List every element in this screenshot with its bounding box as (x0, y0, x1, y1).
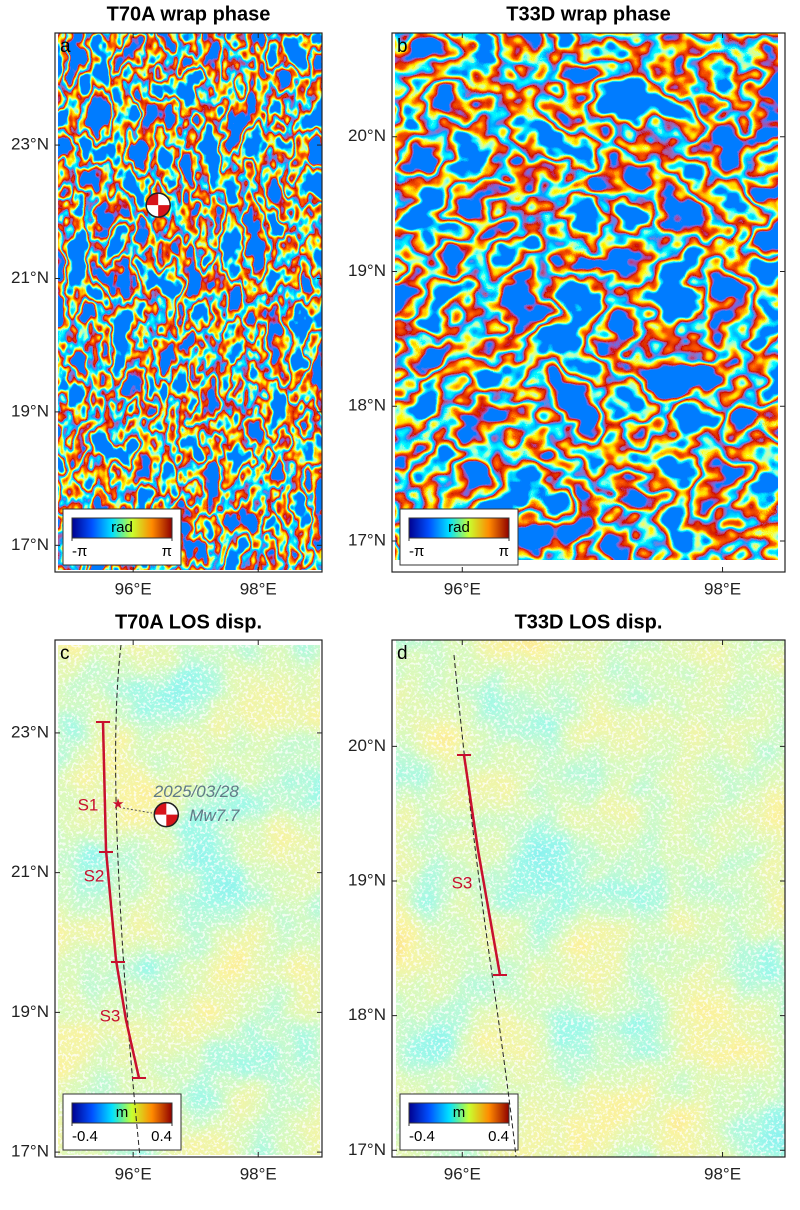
panel-title: T70A LOS disp. (115, 611, 262, 633)
colorbar-unit: m (116, 1104, 129, 1121)
map-frame (54, 32, 323, 573)
panel-letter: b (397, 36, 408, 57)
segment-label: S2 (84, 866, 105, 885)
fault-trace (453, 654, 517, 1158)
y-tick-label: 17°N (11, 1142, 49, 1161)
raster (396, 640, 785, 1157)
panel-title: T33D LOS disp. (515, 611, 663, 633)
colorbar-tick-label: 0.4 (488, 1128, 509, 1145)
y-tick-label: 19°N (11, 1002, 49, 1021)
raster (58, 33, 322, 570)
x-tick-label: 96°E (115, 579, 152, 598)
event-leader (122, 807, 153, 814)
y-tick-label: 23°N (11, 722, 49, 741)
colorbar-tick-label: π (162, 543, 172, 560)
beachball-outline (145, 192, 171, 218)
panel-letter: d (397, 643, 408, 664)
beachball-quadrant (146, 193, 159, 206)
colorbar (408, 1102, 510, 1124)
colorbar-unit: rad (448, 519, 470, 536)
x-tick-label: 96°E (444, 579, 481, 598)
y-tick-label: 19°N (348, 261, 386, 280)
y-tick-label: 23°N (11, 135, 49, 154)
event-magnitude: Mw7.7 (189, 806, 240, 825)
x-tick-label: 98°E (704, 1164, 741, 1183)
colorbar-tick-label: π (499, 543, 509, 560)
colorbar-tick-label: -π (72, 543, 87, 560)
segment-label: S3 (100, 1006, 121, 1025)
raster (58, 645, 320, 1155)
y-tick-label: 19°N (348, 870, 386, 889)
phase-swath (58, 33, 322, 570)
map-panel: T33D wrap phase b 17°N 18°N 19°N 20°N 96°E 98°E… (348, 3, 786, 598)
x-tick-label: 98°E (240, 1164, 277, 1183)
y-tick-label: 21°N (11, 268, 49, 287)
map-frame (391, 639, 786, 1158)
colorbar (408, 517, 510, 539)
y-tick-label: 19°N (11, 401, 49, 420)
panel-title: T70A wrap phase (107, 3, 271, 25)
panel-letter: c (60, 643, 70, 664)
colorbar-tick-label: -π (409, 543, 424, 560)
phase-swath (395, 33, 778, 560)
rupture (462, 754, 502, 976)
focal-mechanism (153, 801, 180, 828)
colorbar-unit: m (453, 1104, 466, 1121)
beachball-quadrant (158, 205, 171, 218)
map-panel: T70A wrap phase a 17°N 19°N 21°N 23°N 96°E 98°E… (11, 3, 323, 598)
panel-title: T33D wrap phase (506, 3, 671, 25)
beachball-outline (153, 801, 180, 828)
segment-label: S3 (452, 873, 473, 892)
rupture (101, 721, 141, 1079)
event-date: 2025/03/28 (153, 782, 240, 801)
colorbar-tick-label: -0.4 (72, 1128, 98, 1145)
map-frame (54, 639, 323, 1158)
y-tick-label: 17°N (348, 530, 386, 549)
y-tick-label: 20°N (348, 736, 386, 755)
y-tick-label: 18°N (348, 1005, 386, 1024)
x-tick-label: 96°E (444, 1164, 481, 1183)
raster (395, 33, 778, 560)
y-tick-label: 18°N (348, 396, 386, 415)
colorbar (71, 1102, 173, 1124)
epicenter-star: ★ (112, 796, 125, 812)
colorbar-tick-label: 0.4 (151, 1128, 172, 1145)
fault-trace (115, 644, 141, 1158)
map-panel: T33D LOS disp. d 17°N 18°N 19°N 20°N 96°E 98°E m… (348, 611, 786, 1183)
y-tick-label: 17°N (348, 1140, 386, 1159)
y-tick-label: 20°N (348, 126, 386, 145)
colorbar-unit: rad (111, 519, 133, 536)
colorbar (71, 517, 173, 539)
decorrelation (396, 640, 785, 1157)
segment-label: S1 (78, 795, 99, 814)
x-tick-label: 98°E (240, 579, 277, 598)
beachball-quadrant (154, 802, 167, 815)
x-tick-label: 96°E (115, 1164, 152, 1183)
decorrelation (58, 645, 320, 1155)
map-frame (391, 32, 786, 573)
y-tick-label: 21°N (11, 862, 49, 881)
focal-mechanism (145, 192, 171, 218)
panel-letter: a (60, 36, 71, 57)
beachball-quadrant (166, 814, 179, 827)
map-panel: T70A LOS disp. c 17°N 19°N 21°N 23°N 96°E 98°E m… (11, 611, 323, 1183)
x-tick-label: 98°E (704, 579, 741, 598)
y-tick-label: 17°N (11, 535, 49, 554)
colorbar-tick-label: -0.4 (409, 1128, 435, 1145)
